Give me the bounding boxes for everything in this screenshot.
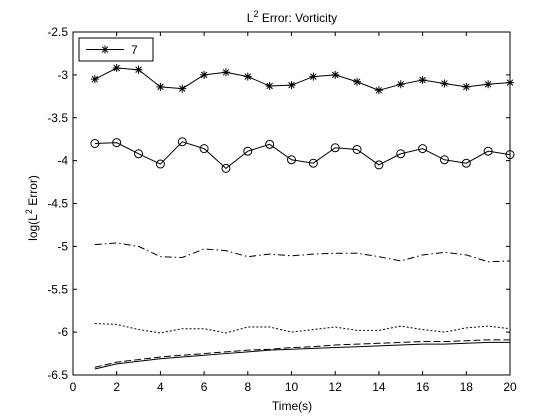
star-marker [506, 78, 514, 87]
star-marker [287, 81, 296, 90]
star-marker [309, 72, 318, 81]
y-tick-label: -4 [57, 154, 68, 168]
circle-marker [461, 158, 471, 168]
legend-star [101, 45, 109, 54]
legend-star-marker [101, 45, 109, 54]
y-axis-label: log(L2 Error) [24, 175, 40, 241]
circle-marker [90, 138, 100, 148]
series-line-3 [94, 242, 511, 263]
x-tick-label: 8 [244, 380, 251, 394]
star-marker [243, 72, 252, 81]
y-tick-label: -2.5 [47, 25, 68, 39]
circle-marker [374, 160, 384, 170]
star-marker [418, 76, 427, 85]
x-tick-label: 10 [285, 380, 299, 394]
x-tick-label: 6 [201, 380, 208, 394]
star-marker [134, 65, 143, 74]
series-line-6 [94, 341, 510, 370]
circle-marker [155, 159, 165, 169]
x-tick-label: 4 [157, 380, 164, 394]
y-tick-label: -3 [57, 68, 68, 82]
y-tick-label: -5.5 [47, 282, 68, 296]
x-tick-label: 16 [416, 380, 430, 394]
circle-marker [134, 149, 144, 159]
y-tick-label: -6.5 [47, 368, 68, 382]
circle-marker [265, 139, 275, 149]
y-tick-label: -6 [57, 325, 68, 339]
circle-marker [418, 144, 428, 154]
star-marker [484, 80, 493, 89]
star-marker [221, 68, 230, 77]
circle-marker [287, 155, 296, 165]
circle-marker [199, 144, 209, 154]
circle-marker [243, 146, 253, 156]
series-line-5 [94, 339, 510, 368]
plot-area: 0 2 4 6 8 10 12 14 16 18 20 -2.5 -3 -3.5 -4 -4.5 -5 -5.5 -… [47, 25, 517, 394]
circle-marker [177, 137, 187, 147]
chart-title: L2 Error: Vorticity [247, 9, 337, 25]
x-tick-label: 12 [329, 380, 343, 394]
star-marker [396, 80, 405, 89]
x-axis-label: Time(s) [272, 399, 312, 413]
y-tick-label: -5 [57, 239, 68, 253]
y-tick-label: -4.5 [47, 197, 68, 211]
star-marker [440, 79, 449, 88]
circle-marker [439, 155, 449, 165]
x-tick-label: 2 [113, 380, 120, 394]
circle-marker [396, 149, 406, 159]
star-marker [200, 70, 209, 79]
star-marker [265, 82, 274, 91]
legend-label: 7 [131, 43, 138, 57]
star-marker [353, 77, 362, 86]
star-marker [178, 84, 187, 93]
circle-marker [352, 144, 362, 154]
star-marker [462, 82, 471, 91]
axes-box [72, 31, 511, 376]
circle-marker [221, 163, 231, 173]
star-marker [112, 64, 121, 73]
star-marker [90, 75, 99, 84]
x-tick-label: 14 [372, 380, 386, 394]
star-marker [331, 70, 340, 79]
circle-marker [505, 150, 515, 160]
legend: 7 [78, 37, 154, 62]
x-tick-label: 20 [503, 380, 517, 394]
x-tick-label: 0 [70, 380, 77, 394]
circle-marker [483, 146, 493, 156]
star-marker [156, 82, 165, 91]
circle-marker [112, 138, 122, 148]
circle-marker [330, 143, 340, 153]
star-marker [374, 86, 383, 95]
x-tick-label: 18 [460, 380, 474, 394]
circle-marker [308, 158, 318, 168]
y-tick-label: -3.5 [47, 111, 68, 125]
